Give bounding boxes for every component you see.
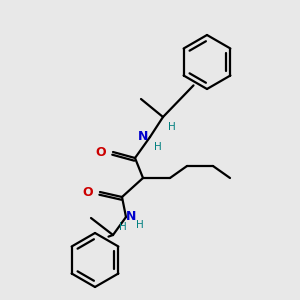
Text: N: N xyxy=(126,211,136,224)
Text: H: H xyxy=(168,122,176,132)
Text: N: N xyxy=(138,130,148,143)
Text: O: O xyxy=(82,185,93,199)
Text: H: H xyxy=(119,222,127,232)
Text: O: O xyxy=(95,146,106,158)
Text: H: H xyxy=(154,142,162,152)
Text: H: H xyxy=(136,220,144,230)
